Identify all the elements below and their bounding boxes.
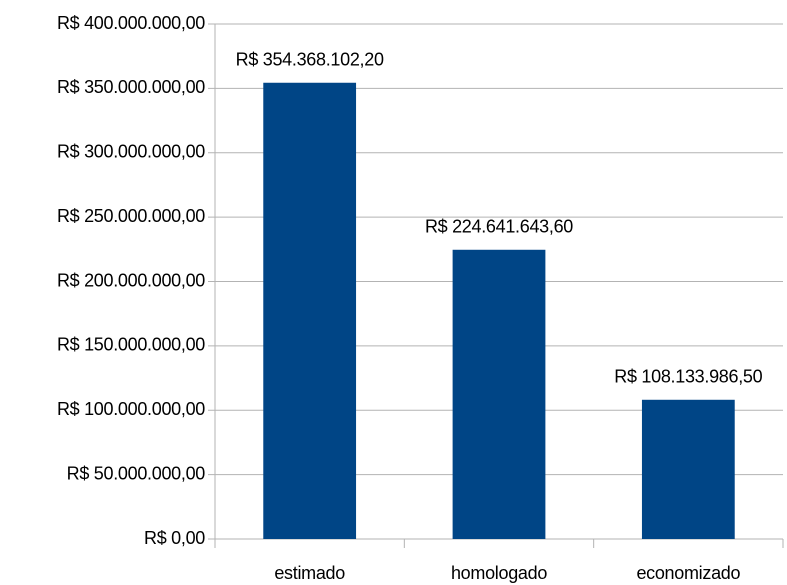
x-tick-label: homologado bbox=[451, 563, 547, 583]
y-tick-label: R$ 50.000.000,00 bbox=[67, 463, 206, 483]
y-tick-label: R$ 400.000.000,00 bbox=[57, 13, 205, 33]
y-tick-label: R$ 250.000.000,00 bbox=[57, 206, 205, 226]
bar bbox=[452, 249, 546, 540]
y-tick-label: R$ 100.000.000,00 bbox=[57, 399, 205, 419]
bar bbox=[263, 82, 357, 539]
data-label: R$ 108.133.986,50 bbox=[614, 367, 762, 387]
data-label: R$ 224.641.643,60 bbox=[425, 217, 573, 237]
data-label: R$ 354.368.102,20 bbox=[236, 50, 384, 70]
y-tick-label: R$ 200.000.000,00 bbox=[57, 270, 205, 290]
bar bbox=[641, 399, 735, 539]
x-tick-label: estimado bbox=[274, 563, 345, 583]
y-tick-label: R$ 0,00 bbox=[144, 528, 205, 548]
y-tick-label: R$ 150.000.000,00 bbox=[57, 335, 205, 355]
x-tick-label: economizado bbox=[636, 563, 740, 583]
y-tick-label: R$ 350.000.000,00 bbox=[57, 77, 205, 97]
y-tick-label: R$ 300.000.000,00 bbox=[57, 142, 205, 162]
